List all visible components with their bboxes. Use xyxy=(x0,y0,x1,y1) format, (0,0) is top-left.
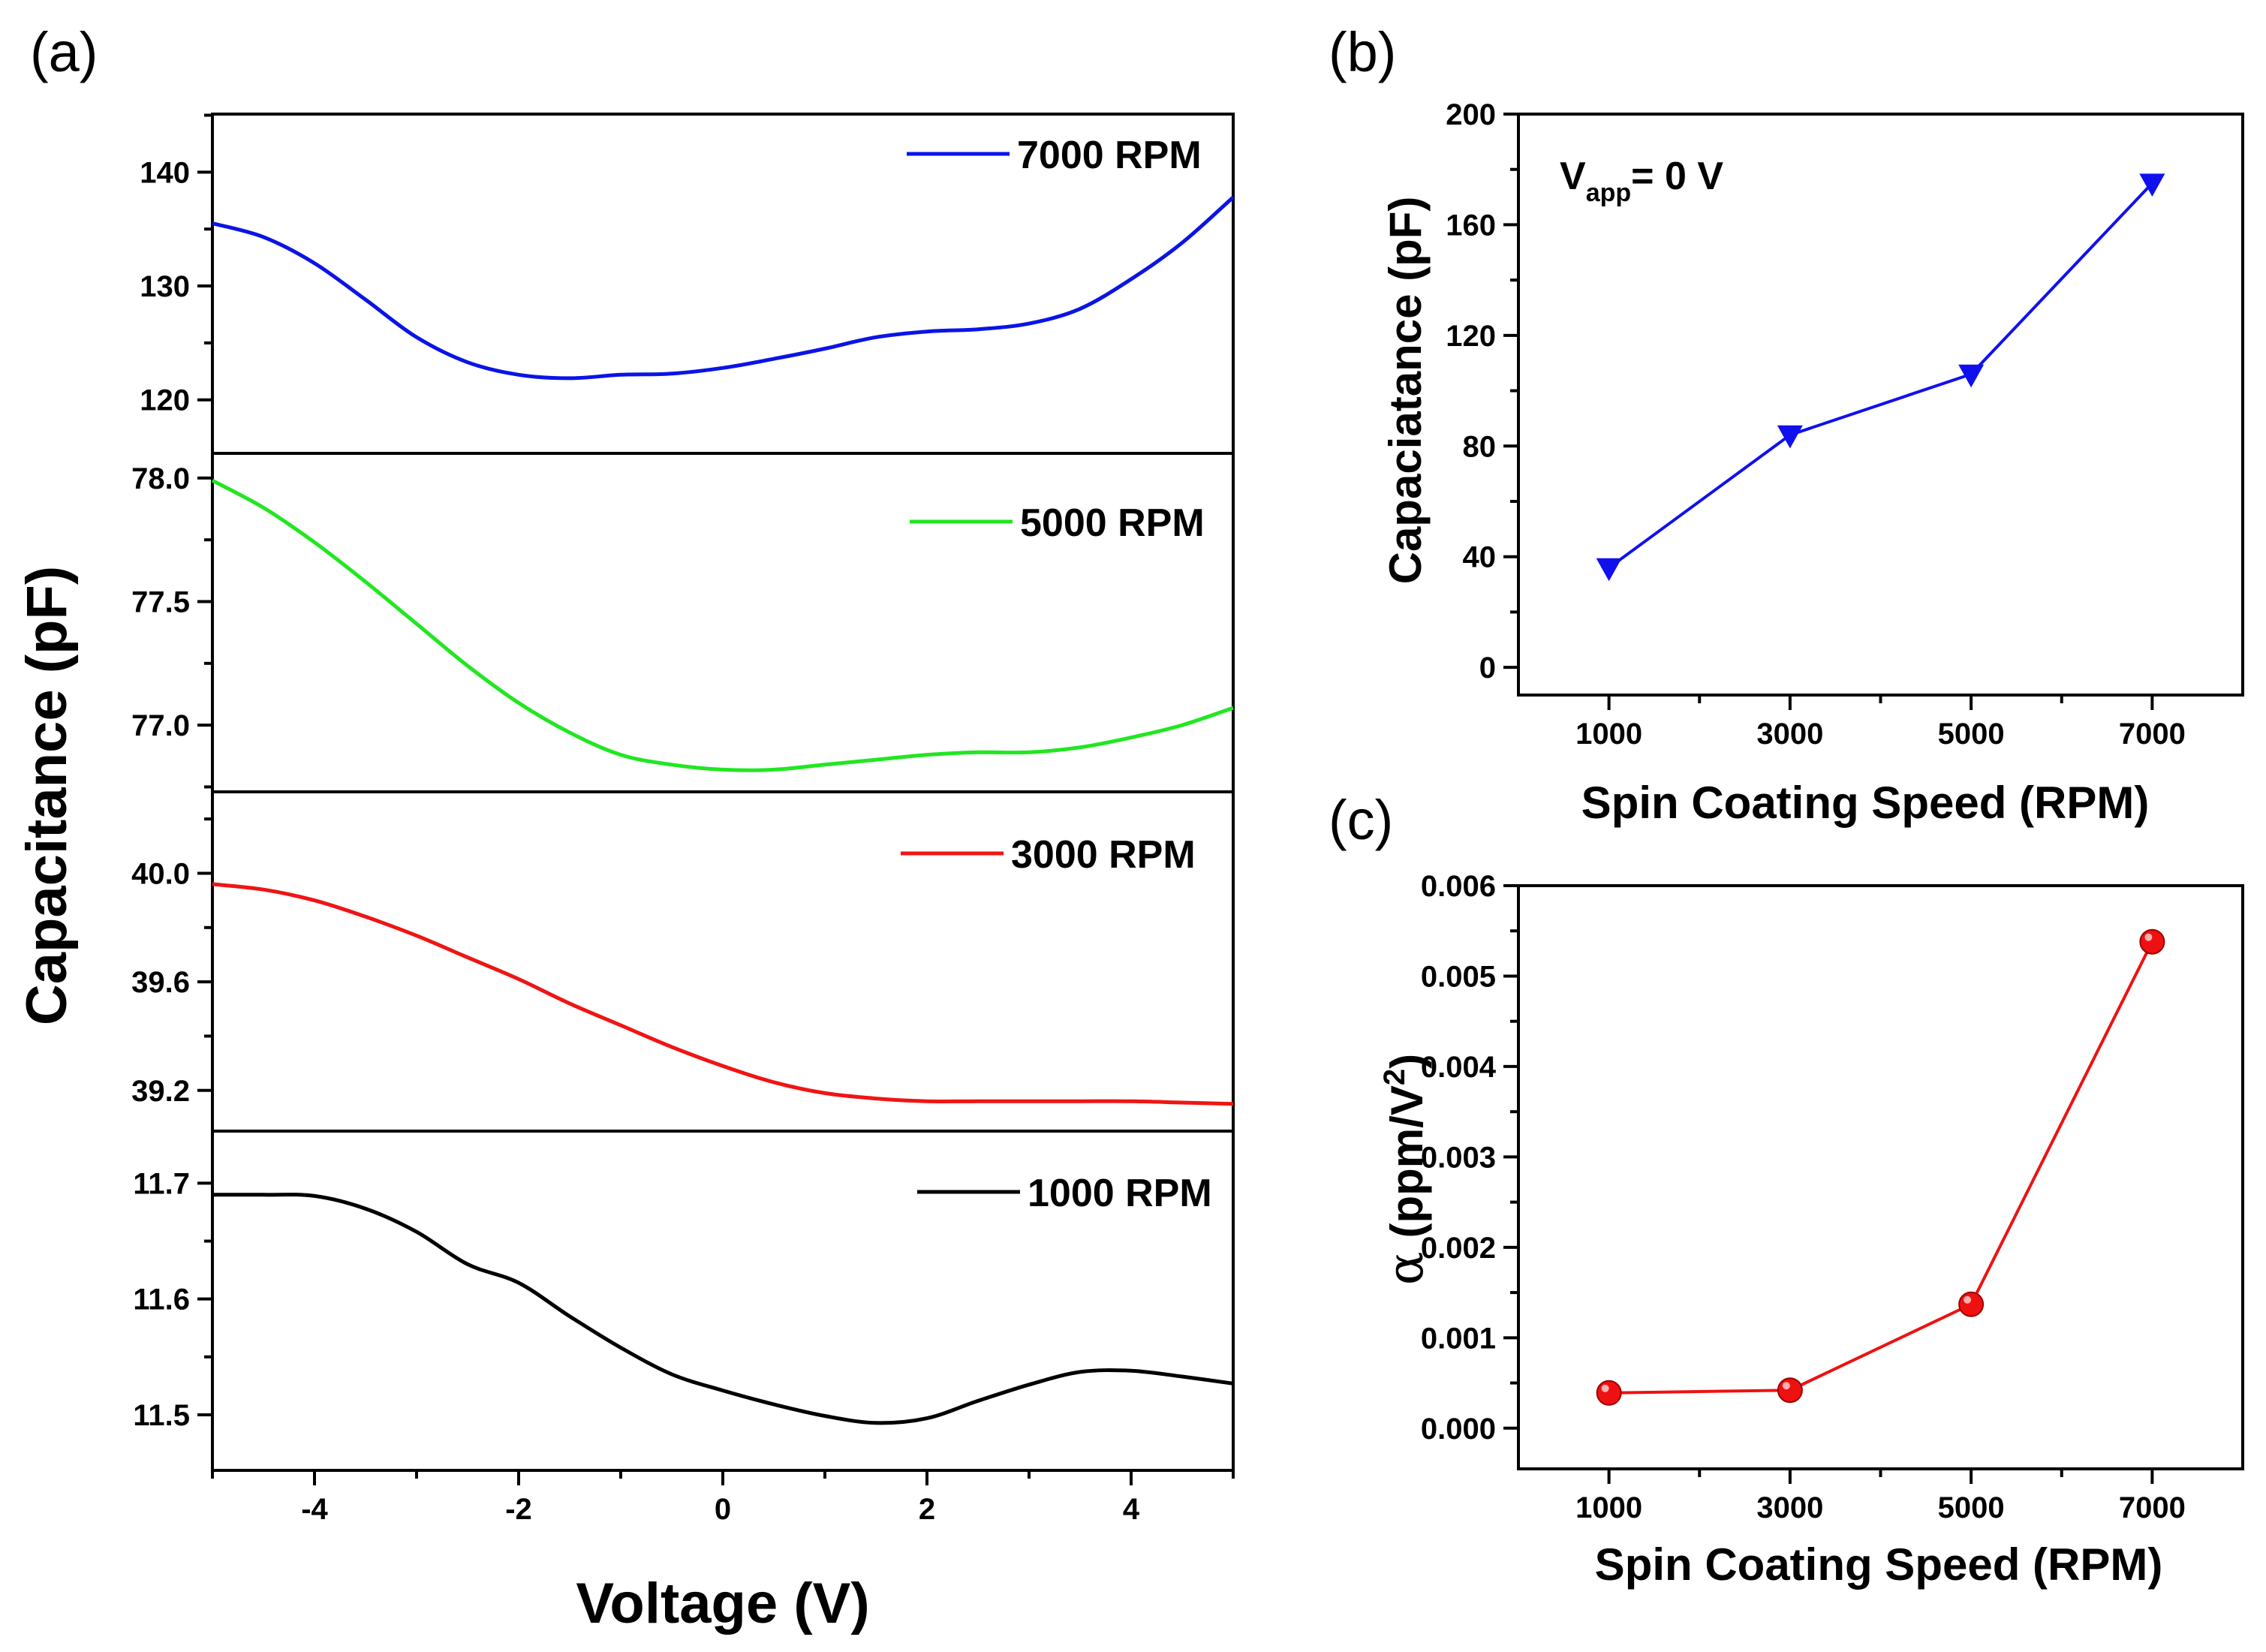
panel-c-yticks: 0.000 0.001 0.002 0.003 0.004 0.005 0.006 xyxy=(1421,870,1518,1446)
ytick-label: 40.0 xyxy=(131,857,190,890)
yticks-5000: 77.0 77.5 78.0 xyxy=(131,462,212,789)
ytick-label: 0.004 xyxy=(1421,1051,1497,1084)
ytick-label: 39.6 xyxy=(131,966,190,999)
xtick-label: 4 xyxy=(1123,1493,1140,1526)
curve-5000 xyxy=(211,478,1234,772)
data-point-highlight xyxy=(1782,1382,1790,1390)
subplot-5000: 77.0 77.5 78.0 5000 RPM xyxy=(131,452,1235,793)
yticks-1000: 11.5 11.6 11.7 xyxy=(133,1167,212,1432)
xtick-label: -2 xyxy=(505,1493,532,1526)
subplot-3000: 39.2 39.6 40.0 3000 RPM xyxy=(131,790,1235,1133)
xtick-label: 5000 xyxy=(1938,1491,2005,1524)
xtick-label: 7000 xyxy=(2119,1491,2186,1524)
legend-1000: 1000 RPM xyxy=(917,1172,1212,1215)
data-point xyxy=(1596,1380,1622,1406)
panel-c-frame xyxy=(1517,884,2244,1470)
legend-5000: 5000 RPM xyxy=(910,501,1205,545)
panel-c-ylabel: α(ppm/V2) xyxy=(1377,1054,1434,1285)
ytick-label: 11.7 xyxy=(133,1167,190,1200)
subplot-1000: 11.5 11.6 11.7 1000 RPM -4 -2 0 2 4 xyxy=(133,1130,1235,1526)
panel-b-chart: 0 40 80 120 160 200 1000 3000 5000 7000 Vapp= 0 … xyxy=(1446,98,2244,751)
panel-b-xticks: 1000 3000 5000 7000 xyxy=(1575,695,2186,751)
ytick-label: 80 xyxy=(1463,430,1497,463)
panel-b-annotation: Vapp= 0 V xyxy=(1560,155,1723,207)
ytick-label: 140 xyxy=(140,156,190,189)
xtick-label: -4 xyxy=(301,1493,328,1526)
xtick-label: 2 xyxy=(919,1493,935,1526)
ytick-label: 77.0 xyxy=(131,709,190,742)
legend-label-3000: 3000 RPM xyxy=(1011,833,1196,877)
xtick-label: 0 xyxy=(715,1493,731,1526)
ytick-label: 40 xyxy=(1463,541,1497,574)
ytick-label: 200 xyxy=(1446,98,1496,131)
xtick-label: 3000 xyxy=(1756,1491,1823,1524)
ytick-label: 0.000 xyxy=(1421,1413,1496,1446)
legend-label-1000: 1000 RPM xyxy=(1028,1172,1212,1215)
panel-b-label: (b) xyxy=(1329,21,1396,83)
legend-7000: 7000 RPM xyxy=(907,134,1202,177)
panel-a-xlabel: Voltage (V) xyxy=(576,1572,869,1635)
yticks-7000: 120 130 140 xyxy=(140,113,212,417)
ytick-label: 130 xyxy=(140,270,190,303)
legend-label-5000: 5000 RPM xyxy=(1020,501,1205,545)
xtick-label: 7000 xyxy=(2119,718,2186,751)
ytick-label: 0.006 xyxy=(1421,870,1496,903)
ytick-label: 0.002 xyxy=(1421,1232,1496,1265)
curve-3000 xyxy=(212,882,1234,1106)
ytick-label: 120 xyxy=(1446,320,1496,353)
ytick-label: 78.0 xyxy=(131,462,190,495)
curve-1000 xyxy=(212,1193,1234,1425)
data-point xyxy=(2139,928,2165,955)
ytick-label: 11.6 xyxy=(133,1283,190,1316)
ytick-label: 77.5 xyxy=(131,586,190,619)
ytick-label: 0.001 xyxy=(1421,1322,1496,1355)
data-point xyxy=(1777,1377,1803,1404)
xtick-label: 1000 xyxy=(1575,1491,1642,1524)
panel-c-markers xyxy=(1596,928,2165,1406)
legend-label-7000: 7000 RPM xyxy=(1017,134,1202,177)
panel-b-xlabel: Spin Coating Speed (RPM) xyxy=(1581,778,2150,828)
panel-c-label: (c) xyxy=(1329,789,1393,851)
panel-b-markers xyxy=(1596,173,2165,582)
panel-c-xlabel: Spin Coating Speed (RPM) xyxy=(1595,1539,2163,1590)
panel-b-series-line xyxy=(1608,182,2153,570)
data-point-highlight xyxy=(2144,933,2153,941)
subplot-7000: 120 130 140 7000 RPM xyxy=(140,113,1235,455)
ytick-label: 120 xyxy=(140,384,190,417)
panel-c-xticks: 1000 3000 5000 7000 xyxy=(1575,1469,2186,1524)
xtick-label: 1000 xyxy=(1575,718,1642,751)
data-point-highlight xyxy=(1964,1295,1972,1304)
panel-c-chart: 0.000 0.001 0.002 0.003 0.004 0.005 0.006 1000… xyxy=(1421,870,2244,1524)
curve-7000 xyxy=(212,195,1235,381)
data-point xyxy=(1958,364,1985,388)
data-point xyxy=(2139,173,2165,197)
xtick-label: 5000 xyxy=(1938,718,2005,751)
panel-a-ylabel: Capacitance (pF) xyxy=(15,566,79,1025)
ytick-label: 0.003 xyxy=(1421,1141,1496,1174)
data-point xyxy=(1596,558,1622,582)
yticks-3000: 39.2 39.6 40.0 xyxy=(131,817,212,1108)
legend-3000: 3000 RPM xyxy=(901,833,1196,877)
data-point xyxy=(1777,425,1803,449)
ytick-label: 0 xyxy=(1479,651,1496,685)
panel-c-series-line xyxy=(1608,940,2154,1395)
xticks-panel-a: -4 -2 0 2 4 xyxy=(211,1470,1235,1526)
ytick-label: 39.2 xyxy=(131,1075,190,1108)
data-point-highlight xyxy=(1601,1384,1609,1392)
xtick-label: 3000 xyxy=(1756,718,1823,751)
panel-b-yticks: 0 40 80 120 160 200 xyxy=(1446,98,1518,685)
data-point xyxy=(1958,1291,1985,1317)
panel-b-ylabel: Capaciatance (pF) xyxy=(1380,197,1431,585)
ytick-label: 0.005 xyxy=(1421,960,1496,993)
ytick-label: 11.5 xyxy=(133,1399,190,1432)
ytick-label: 160 xyxy=(1446,209,1496,242)
panel-a-label: (a) xyxy=(30,21,98,83)
